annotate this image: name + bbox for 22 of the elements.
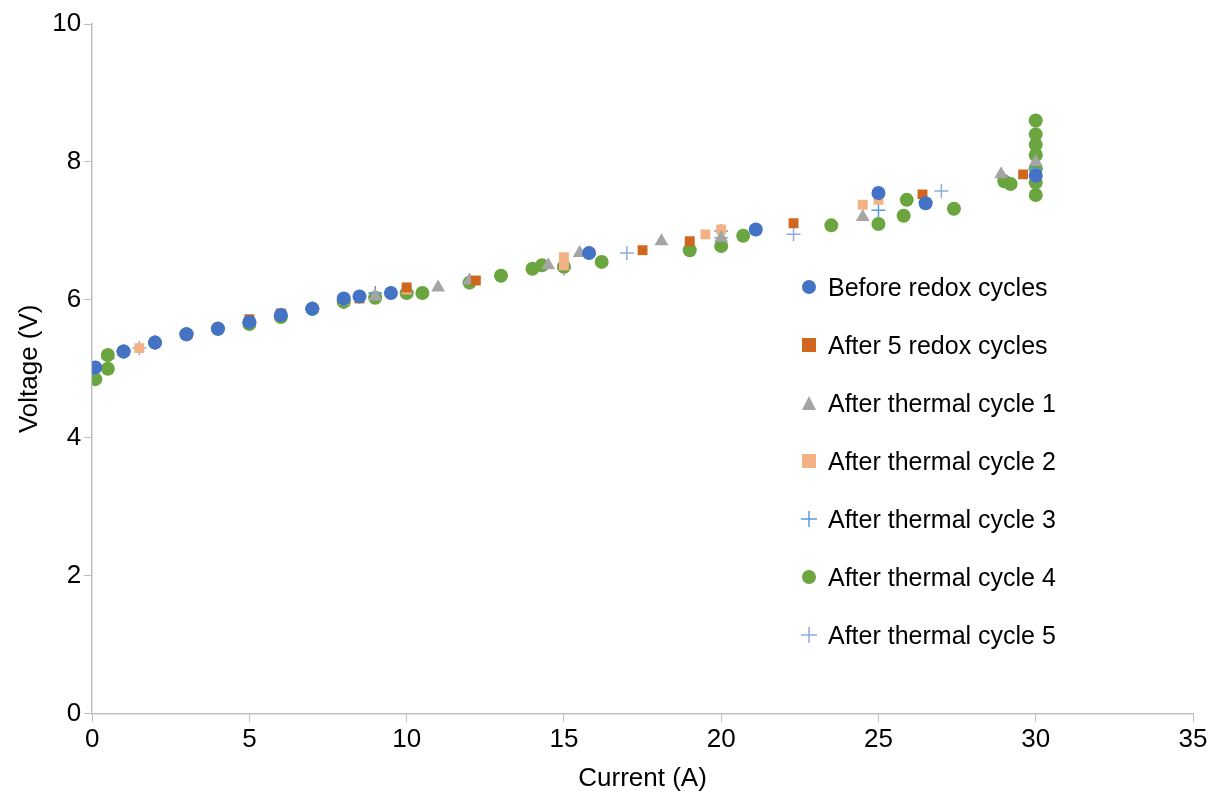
legend-label: Before redox cycles: [828, 272, 1048, 302]
x-tick-label: 20: [706, 723, 736, 754]
y-tick-label: 2: [66, 558, 82, 589]
y-tick-label: 0: [66, 696, 82, 727]
y-axis-title: Voltage (V): [12, 304, 43, 434]
legend-label: After thermal cycle 2: [828, 446, 1056, 476]
x-tick-label: 5: [242, 723, 257, 754]
y-tick-label: 6: [66, 283, 82, 314]
x-tick-label: 35: [1178, 723, 1208, 754]
legend-label: After thermal cycle 5: [828, 620, 1056, 650]
y-tick-label: 10: [52, 7, 82, 38]
x-tick-label: 15: [549, 723, 579, 754]
x-axis-title: Current (A): [578, 761, 707, 792]
legend-label: After thermal cycle 1: [828, 388, 1056, 418]
y-tick-label: 4: [66, 420, 82, 451]
x-tick-label: 10: [392, 723, 422, 754]
x-tick-label: 30: [1021, 723, 1051, 754]
y-tick-label: 8: [66, 145, 82, 176]
legend-label: After thermal cycle 4: [828, 562, 1056, 592]
legend-label: After thermal cycle 3: [828, 504, 1056, 534]
x-tick-label: 25: [864, 723, 893, 754]
legend-label: After 5 redox cycles: [828, 330, 1048, 360]
